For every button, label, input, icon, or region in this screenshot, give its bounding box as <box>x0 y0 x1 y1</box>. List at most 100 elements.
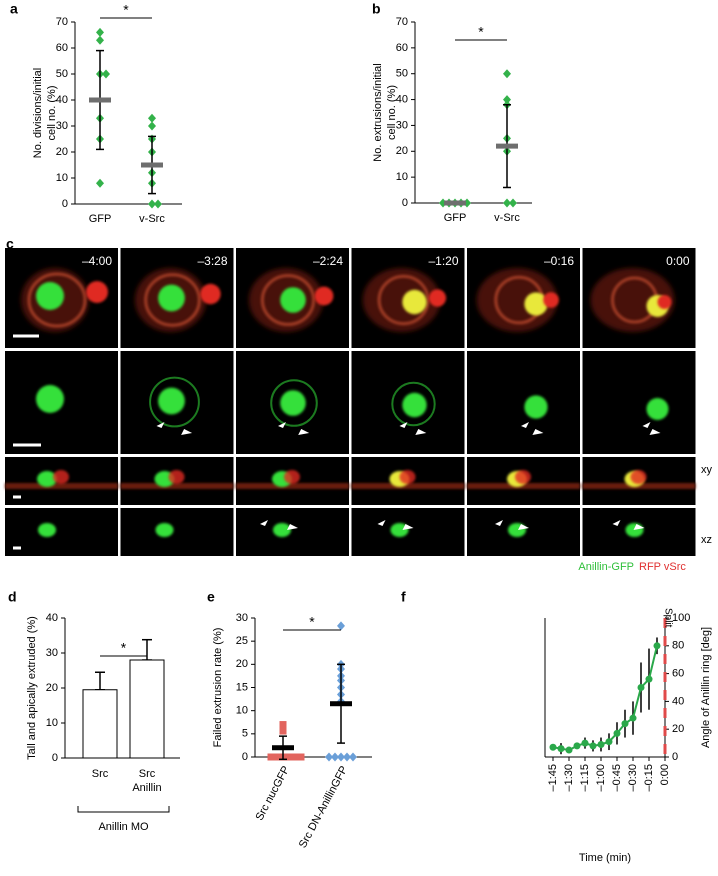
nucleus <box>36 282 64 310</box>
nucleus <box>158 284 185 312</box>
data-point <box>509 198 517 208</box>
bar <box>82 689 118 759</box>
rfp-blob <box>399 470 416 484</box>
y-tick-label: 10 <box>236 705 248 717</box>
y-axis-label: cell no. (%) <box>46 85 58 140</box>
y-tick-label: 100 <box>672 612 690 624</box>
nucleus <box>36 385 64 413</box>
data-point <box>96 27 104 37</box>
y-axis-label: No. extrusions/initial <box>372 63 384 161</box>
arrowhead <box>377 520 386 526</box>
anillin-ring <box>149 376 200 428</box>
rfp-blob <box>284 470 300 484</box>
y-tick-label: 5 <box>242 728 248 740</box>
data-point <box>96 35 104 45</box>
arrowhead <box>518 524 529 530</box>
y-tick-label: 25 <box>236 635 248 647</box>
y-tick-label: 0 <box>62 198 68 210</box>
data-point <box>331 752 339 762</box>
x-tick-label: –1:15 <box>579 764 591 792</box>
y-tick-label: 10 <box>46 717 58 729</box>
x-tick-line: Src <box>139 768 156 780</box>
data-point <box>557 745 565 753</box>
y-tick-label: 20 <box>236 658 248 670</box>
time-label: –4:00 <box>82 254 112 268</box>
time-label: 0:00 <box>666 254 690 268</box>
panel-label: b <box>372 1 381 17</box>
x-tick-label: Src DN-AnillinGFP <box>297 764 350 850</box>
data-point <box>285 753 293 761</box>
data-point <box>629 714 637 722</box>
y-tick-label: 10 <box>56 172 68 184</box>
time-label: –1:20 <box>428 254 458 268</box>
y-axis-label: Tall and apically extruded (%) <box>26 616 38 760</box>
arrowhead <box>633 524 645 530</box>
y-tick-label: 60 <box>672 668 684 680</box>
y-tick-label: 10 <box>396 171 408 183</box>
x-tick-line: Anillin <box>132 782 161 794</box>
data-point <box>148 199 156 209</box>
y-tick-label: 40 <box>672 695 684 707</box>
data-point <box>337 621 345 631</box>
event-label: Split <box>662 608 673 628</box>
time-label: –3:28 <box>197 254 227 268</box>
nucleus <box>402 289 427 315</box>
y-tick-label: 20 <box>672 723 684 735</box>
y-tick-label: 50 <box>56 68 68 80</box>
rfp-blob <box>314 286 334 306</box>
nucleus <box>155 523 174 537</box>
bar <box>129 659 165 759</box>
y-tick-label: 0 <box>242 751 248 763</box>
x-tick-label: –0:30 <box>627 764 639 792</box>
x-tick-label: v-Src <box>494 212 520 224</box>
x-tick-label: –1:00 <box>595 764 607 792</box>
y-axis-label: Angle of Anillin ring [deg] <box>700 627 712 748</box>
time-label: –2:24 <box>313 254 343 268</box>
data-point <box>605 738 613 746</box>
panel-label: f <box>401 589 406 605</box>
y-axis-label: No. divisions/initial <box>32 68 44 158</box>
y-tick-label: 30 <box>46 647 58 659</box>
data-point <box>349 752 357 762</box>
data-point <box>337 752 345 762</box>
y-tick-label: 70 <box>396 16 408 28</box>
data-point <box>503 69 511 79</box>
nucleus <box>280 287 306 313</box>
image-cell <box>582 351 696 454</box>
data-point <box>297 753 305 761</box>
cell-strip <box>351 483 465 489</box>
y-tick-label: 60 <box>396 42 408 54</box>
x-tick-label: GFP <box>444 212 467 224</box>
y-tick-label: 80 <box>672 640 684 652</box>
significance: * <box>121 640 127 656</box>
arrowhead <box>415 429 427 435</box>
y-tick-label: 20 <box>56 146 68 158</box>
y-tick-label: 40 <box>396 93 408 105</box>
data-point <box>573 742 581 750</box>
nucleus <box>390 523 409 537</box>
y-tick-label: 30 <box>236 612 248 624</box>
arrowhead <box>642 422 651 428</box>
rfp-blob <box>543 292 559 308</box>
y-tick-label: 0 <box>52 752 58 764</box>
arrowhead <box>402 524 414 530</box>
arrowhead <box>649 429 661 435</box>
mean-bar <box>330 701 352 707</box>
group-label: Anillin MO <box>98 821 149 833</box>
y-tick-label: 20 <box>46 682 58 694</box>
data-point <box>343 752 351 762</box>
y-tick-label: 50 <box>396 68 408 80</box>
significance: * <box>309 614 315 630</box>
view-label: xz <box>701 534 712 546</box>
data-point <box>637 684 645 691</box>
arrowhead <box>521 422 529 428</box>
anillin-ring <box>270 379 318 427</box>
data-point <box>503 95 511 105</box>
panel-label: e <box>207 589 215 605</box>
x-tick-line: Src <box>92 768 109 780</box>
nucleus <box>524 395 548 419</box>
rfp-blob <box>630 470 647 484</box>
data-point <box>148 121 156 131</box>
